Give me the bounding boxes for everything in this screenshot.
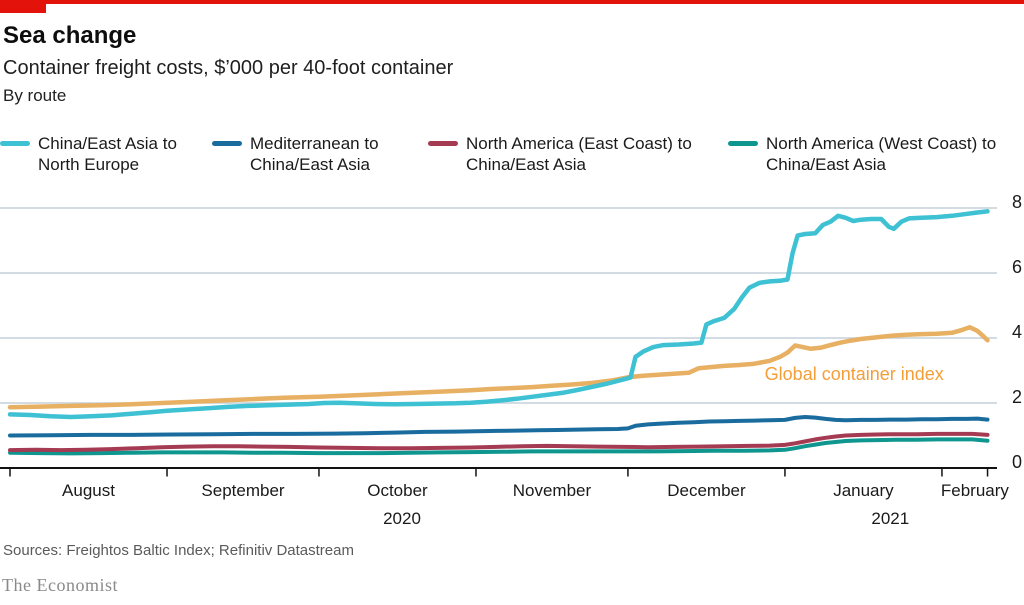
legend-item-na-west-coast: North America (West Coast) to China/East…: [728, 133, 996, 175]
legend-item-mediterranean: Mediterranean to China/East Asia: [212, 133, 379, 175]
y-axis-label-4: 4: [1011, 322, 1022, 342]
legend: China/East Asia to North Europe Mediterr…: [0, 133, 1024, 181]
page-title: Sea change: [3, 22, 137, 49]
legend-swatch-blue: [212, 141, 242, 146]
legend-label: Mediterranean to: [250, 134, 379, 153]
chart-subtitle: Container freight costs, $’000 per 40-fo…: [3, 57, 454, 79]
legend-label: China/East Asia: [766, 155, 887, 174]
x-axis-year-2020: 2020: [383, 509, 421, 528]
x-axis-label-december: December: [667, 481, 746, 500]
legend-item-china-north-europe: China/East Asia to North Europe: [0, 133, 177, 175]
y-axis-label-2: 2: [1011, 387, 1022, 407]
y-axis-label-8: 8: [1011, 192, 1022, 212]
x-axis-label-october: October: [367, 481, 428, 500]
x-axis-label-february: February: [940, 481, 1009, 500]
top-red-rule: [0, 0, 1024, 4]
legend-label: China/East Asia to: [38, 134, 177, 153]
y-axis-label-0: 0: [1011, 452, 1022, 472]
legend-label: North Europe: [38, 155, 140, 174]
top-red-tab: [0, 0, 46, 13]
economist-brand: The Economist: [2, 575, 118, 595]
series-line-china-east-asia-to-north-europe: [7, 209, 990, 420]
legend-label: China/East Asia: [466, 155, 587, 174]
legend-label: China/East Asia: [250, 155, 371, 174]
series-line-north-america-west-coast-to-china-east-asia: [8, 437, 990, 456]
legend-label: North America (East Coast) to: [466, 134, 692, 153]
x-axis-label-august: August: [62, 481, 115, 500]
x-axis-label-september: September: [201, 481, 285, 500]
chart-byline: By route: [3, 86, 67, 105]
series-line-global-container-index: [7, 325, 990, 410]
legend-item-na-east-coast: North America (East Coast) to China/East…: [428, 133, 692, 175]
x-axis-label-november: November: [512, 481, 592, 500]
series-line-north-america-east-coast-to-china-east-asia: [8, 431, 990, 453]
legend-swatch-teal: [728, 141, 758, 146]
x-axis-label-january: January: [833, 481, 894, 500]
legend-label: North America (West Coast) to: [766, 134, 997, 153]
annotation-global-container-index: Global container index: [764, 364, 944, 385]
x-axis-year-2021: 2021: [871, 509, 910, 528]
legend-swatch-cyan: [0, 141, 30, 146]
legend-swatch-maroon: [428, 141, 458, 146]
y-axis-label-6: 6: [1011, 257, 1022, 277]
sources-note: Sources: Freightos Baltic Index; Refinit…: [3, 542, 354, 559]
series-line-mediterranean-to-china-east-asia: [8, 415, 990, 438]
